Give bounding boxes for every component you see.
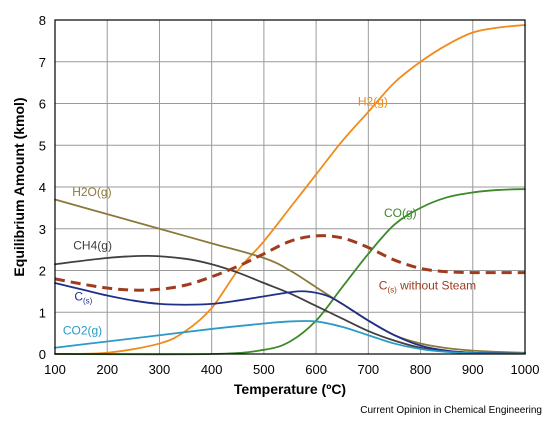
series-label-subscript: (s) xyxy=(83,297,93,306)
x-tick-label: 700 xyxy=(357,362,379,377)
series-label-main: CH4(g) xyxy=(73,239,112,253)
series-label: CO2(g) xyxy=(63,323,102,337)
series-line-c-s-without-steam xyxy=(54,234,525,292)
series-label-main: H2(g) xyxy=(358,95,388,109)
x-tick-label: 600 xyxy=(305,362,327,377)
x-tick-label: 1000 xyxy=(511,362,540,377)
series-label: CO(g) xyxy=(384,206,417,220)
series-label-main: CO2(g) xyxy=(63,323,102,337)
y-tick-label: 7 xyxy=(39,55,46,70)
plot-area-border xyxy=(54,19,526,355)
grid xyxy=(54,19,526,355)
series-label: CH4(g) xyxy=(73,239,112,253)
series-label-subscript: (s) xyxy=(387,285,397,294)
y-tick-label: 2 xyxy=(39,264,46,279)
series-label: C(s) without Steam xyxy=(379,278,476,294)
x-tick-labels: 100 200 300 400 500 600 700 800 900 1000 xyxy=(44,362,539,377)
x-tick-label: 200 xyxy=(96,362,118,377)
y-tick-label: 0 xyxy=(39,347,46,362)
y-tick-label: 1 xyxy=(39,305,46,320)
series-line-h2-g xyxy=(54,24,526,355)
series-label-main: CO(g) xyxy=(384,206,417,220)
x-tick-label: 900 xyxy=(462,362,484,377)
y-axis-title: Equilibrium Amount (kmol) xyxy=(11,97,27,276)
y-tick-label: 5 xyxy=(39,138,46,153)
y-tick-label: 4 xyxy=(39,180,46,195)
series-line-co-g xyxy=(54,188,526,356)
source-note: Current Opinion in Chemical Engineering xyxy=(360,405,542,416)
series-label-suffix: without Steam xyxy=(397,278,476,292)
series-label: C(s) xyxy=(74,290,92,306)
plot-frame xyxy=(54,19,526,355)
x-tick-label: 500 xyxy=(253,362,275,377)
y-tick-label: 3 xyxy=(39,222,46,237)
x-tick-label: 800 xyxy=(410,362,432,377)
x-tick-label: 400 xyxy=(201,362,223,377)
y-tick-label: 8 xyxy=(39,13,46,28)
series-line-h2o-g xyxy=(54,198,526,354)
series-label-main: C xyxy=(379,278,388,292)
series-labels: H2(g)CO(g)H2O(g)CH4(g)C(s)CO2(g)C(s) wit… xyxy=(63,95,476,338)
y-tick-label: 6 xyxy=(39,97,46,112)
series-label: H2O(g) xyxy=(72,185,111,199)
x-tick-label: 300 xyxy=(149,362,171,377)
series-label-main: H2O(g) xyxy=(72,185,111,199)
x-tick-label: 100 xyxy=(44,362,66,377)
series-group xyxy=(54,24,526,356)
series-label-main: C xyxy=(74,290,83,304)
series-label: H2(g) xyxy=(358,95,388,109)
series-line-c-s xyxy=(54,282,526,355)
series-line-co2-g xyxy=(54,320,526,355)
x-axis-title: Temperature (ºC) xyxy=(234,381,346,397)
y-tick-labels: 0 1 2 3 4 5 6 7 8 xyxy=(39,13,46,362)
